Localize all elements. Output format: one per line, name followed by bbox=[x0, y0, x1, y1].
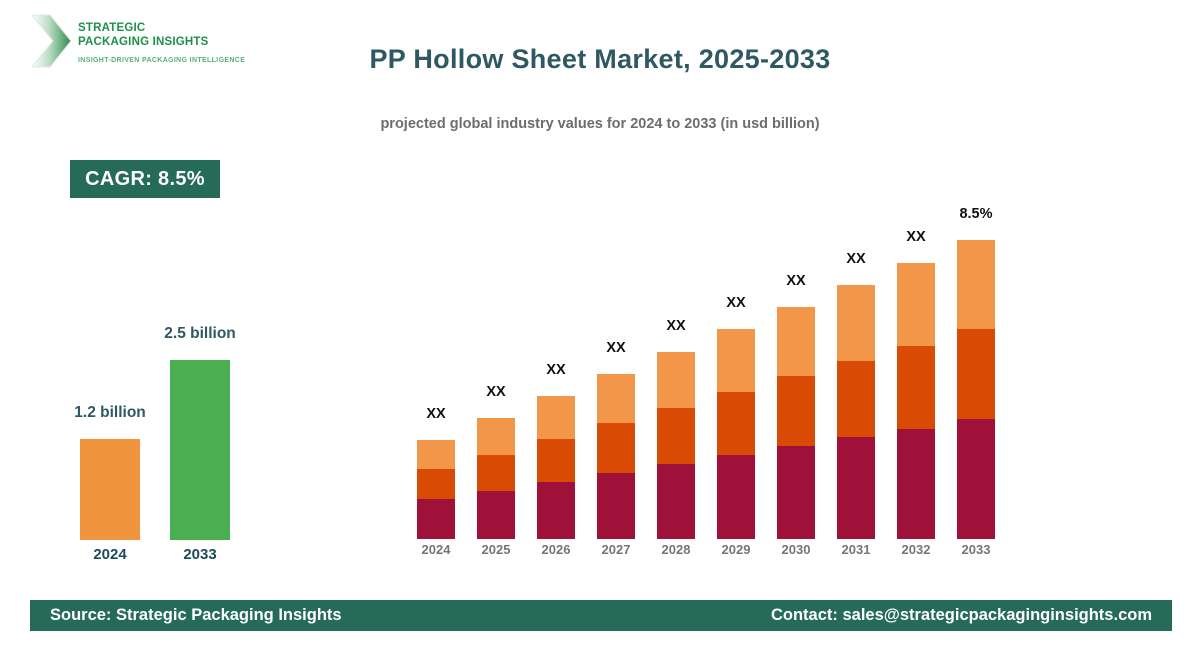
stacked-bar-2026: XX 2026 bbox=[537, 362, 575, 557]
stacked-bar-2027: XX 2027 bbox=[597, 340, 635, 557]
footer-source-text: Source: Strategic Packaging Insights bbox=[50, 606, 342, 624]
bar-year-label-2025: 2025 bbox=[481, 542, 511, 557]
bar-value-label-2033: 8.5% bbox=[959, 206, 993, 222]
comparison-bar-chart: 1.2 billion 2024 2.5 billion 2033 bbox=[74, 325, 235, 563]
segment-middle-2028 bbox=[657, 408, 695, 464]
stacked-bar-2028: XX 2028 bbox=[657, 318, 695, 557]
segment-middle-2024 bbox=[417, 469, 455, 499]
cagr-badge: CAGR: 8.5% bbox=[70, 160, 220, 198]
bar-value-label-2025: XX bbox=[486, 384, 506, 400]
brand-tagline: INSIGHT-DRIVEN PACKAGING INTELLIGENCE bbox=[78, 57, 246, 65]
segment-bottom-2030 bbox=[777, 446, 815, 539]
stacked-bar-2024: XX 2024 bbox=[417, 406, 455, 557]
segment-middle-2026 bbox=[537, 439, 575, 482]
segment-bottom-2028 bbox=[657, 464, 695, 539]
bar-year-label-2027: 2027 bbox=[601, 542, 631, 557]
bar-year-label-2026: 2026 bbox=[541, 542, 571, 557]
segment-top-2031 bbox=[837, 285, 875, 361]
bar-year-label-2032: 2032 bbox=[901, 542, 931, 557]
stacked-bar-2025: XX 2025 bbox=[477, 384, 515, 557]
comparison-year-label-2024: 2024 bbox=[93, 546, 127, 563]
page-title: PP Hollow Sheet Market, 2025-2033 bbox=[369, 44, 831, 74]
brand-name-line2: PACKAGING INSIGHTS bbox=[78, 35, 209, 48]
segment-bottom-2032 bbox=[897, 429, 935, 539]
bar-year-label-2030: 2030 bbox=[781, 542, 811, 557]
stacked-bar-2033: 8.5% 2033 bbox=[957, 206, 995, 557]
segment-bottom-2024 bbox=[417, 499, 455, 539]
segment-top-2026 bbox=[537, 396, 575, 439]
bar-value-label-2031: XX bbox=[846, 251, 866, 267]
segment-bottom-2026 bbox=[537, 482, 575, 539]
brand-text: STRATEGIC PACKAGING INSIGHTS INSIGHT-DRI… bbox=[78, 14, 245, 68]
bar-year-label-2033: 2033 bbox=[961, 542, 991, 557]
brand-name-line1: STRATEGIC bbox=[78, 22, 146, 34]
comparison-value-label-2024: 1.2 billion bbox=[74, 404, 146, 421]
bar-value-label-2030: XX bbox=[786, 273, 806, 289]
segment-top-2027 bbox=[597, 374, 635, 423]
comparison-bar-2033: 2.5 billion 2033 bbox=[164, 325, 235, 563]
bar-value-label-2032: XX bbox=[906, 229, 926, 245]
segment-middle-2027 bbox=[597, 423, 635, 473]
segment-top-2033 bbox=[957, 240, 995, 329]
chevron-arrow-icon bbox=[30, 14, 72, 68]
segment-bottom-2025 bbox=[477, 491, 515, 539]
bar-year-label-2029: 2029 bbox=[721, 542, 751, 557]
segment-top-2025 bbox=[477, 418, 515, 455]
segment-bottom-2031 bbox=[837, 437, 875, 539]
segment-top-2024 bbox=[417, 440, 455, 469]
bar-value-label-2026: XX bbox=[546, 362, 566, 378]
comparison-bar-2024: 1.2 billion 2024 bbox=[74, 404, 145, 563]
stacked-bar-2032: XX 2032 bbox=[897, 229, 935, 557]
bar-year-label-2028: 2028 bbox=[661, 542, 691, 557]
footer-contact-text: Contact: sales@strategicpackaginginsight… bbox=[770, 606, 1152, 624]
bar-value-label-2024: XX bbox=[426, 406, 446, 422]
segment-middle-2032 bbox=[897, 346, 935, 429]
bar-value-label-2028: XX bbox=[666, 318, 686, 334]
comparison-year-label-2033: 2033 bbox=[183, 546, 217, 563]
segment-top-2029 bbox=[717, 329, 755, 392]
stacked-bar-2030: XX 2030 bbox=[777, 273, 815, 557]
bar-year-label-2024: 2024 bbox=[421, 542, 451, 557]
segment-middle-2029 bbox=[717, 392, 755, 455]
bar-year-label-2031: 2031 bbox=[841, 542, 871, 557]
segment-top-2028 bbox=[657, 352, 695, 408]
segment-bottom-2029 bbox=[717, 455, 755, 539]
stacked-bar-2029: XX 2029 bbox=[717, 295, 755, 557]
comparison-value-label-2033: 2.5 billion bbox=[164, 325, 236, 342]
segment-bottom-2033 bbox=[957, 419, 995, 539]
segment-middle-2033 bbox=[957, 329, 995, 419]
page-subtitle: projected global industry values for 202… bbox=[380, 116, 820, 132]
brand-logo: STRATEGIC PACKAGING INSIGHTS INSIGHT-DRI… bbox=[30, 14, 245, 68]
comparison-bar-2033-rect bbox=[170, 360, 230, 540]
segment-middle-2031 bbox=[837, 361, 875, 437]
bar-value-label-2027: XX bbox=[606, 340, 626, 356]
bar-value-label-2029: XX bbox=[726, 295, 746, 311]
segment-top-2032 bbox=[897, 263, 935, 346]
stacked-bar-2031: XX 2031 bbox=[837, 251, 875, 557]
segment-middle-2030 bbox=[777, 376, 815, 446]
footer-bar: Source: Strategic Packaging Insights Con… bbox=[30, 600, 1172, 631]
segment-top-2030 bbox=[777, 307, 815, 376]
comparison-bar-2024-rect bbox=[80, 439, 140, 540]
segment-bottom-2027 bbox=[597, 473, 635, 539]
segment-middle-2025 bbox=[477, 455, 515, 491]
stacked-bar-chart: XX 2024 XX 2025 XX 2026 XX 2027 XX 2028 XX 2029 XX 20… bbox=[417, 195, 995, 557]
